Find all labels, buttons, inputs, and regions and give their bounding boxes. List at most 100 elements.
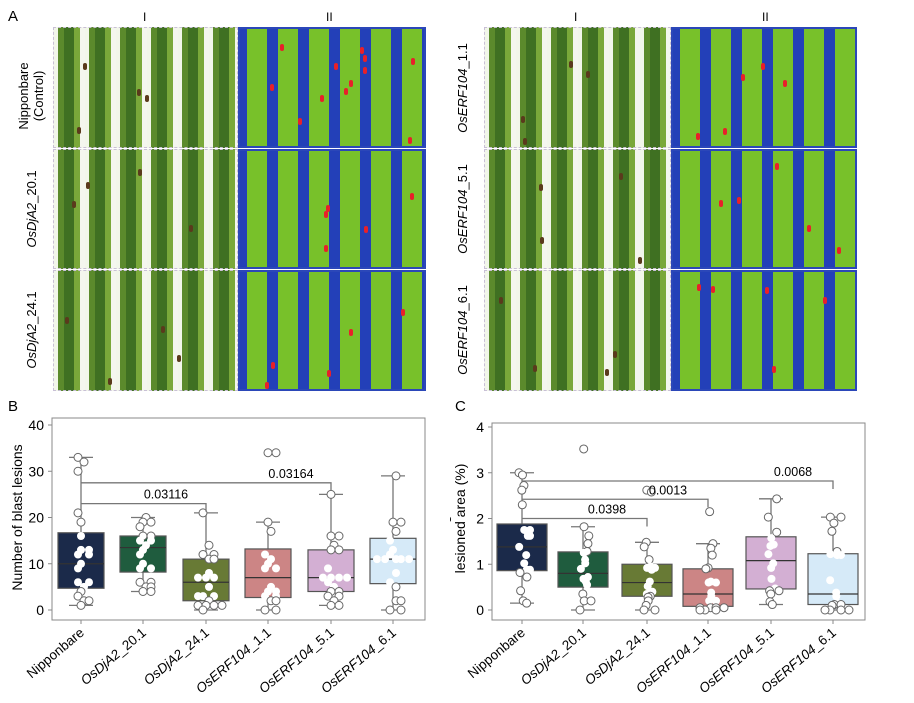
data-point xyxy=(644,555,654,565)
data-point xyxy=(405,555,413,564)
data-point xyxy=(385,605,395,615)
data-point xyxy=(147,564,155,573)
data-point xyxy=(217,600,227,610)
data-point xyxy=(844,605,854,615)
row-label-oserf104-6-1: OsERF104_6.1 xyxy=(455,285,470,375)
significance-bracket xyxy=(522,480,834,489)
data-point xyxy=(85,550,93,559)
lesion-spot xyxy=(539,183,544,191)
data-point xyxy=(334,600,344,610)
data-point xyxy=(515,542,524,551)
y-tick-label: 40 xyxy=(28,417,44,433)
panel-label-a: A xyxy=(8,8,19,25)
data-point xyxy=(827,526,837,536)
lesion-segmentation-image xyxy=(238,27,426,148)
data-point xyxy=(526,531,534,540)
data-point xyxy=(204,540,214,550)
data-point xyxy=(388,517,398,527)
lesion-spot xyxy=(722,128,727,136)
data-point xyxy=(707,550,717,560)
data-point xyxy=(583,580,592,589)
lesion-spot xyxy=(270,83,275,91)
y-tick-label: 3 xyxy=(476,465,484,481)
lesion-spot xyxy=(71,201,76,209)
y-axis-label: Percentage of foliar xyxy=(450,457,451,579)
lesion-spot xyxy=(138,169,143,177)
data-point xyxy=(194,592,202,601)
data-point xyxy=(396,596,406,606)
data-point xyxy=(820,605,830,615)
significance-bracket xyxy=(522,498,709,508)
lesion-spot xyxy=(333,62,338,70)
data-point xyxy=(522,551,531,560)
lesion-spot xyxy=(348,329,353,337)
data-point xyxy=(764,550,773,559)
data-point xyxy=(711,605,721,615)
lesion-segmentation-image xyxy=(671,270,857,391)
data-point xyxy=(136,564,144,573)
leaf-photo xyxy=(53,149,238,269)
data-point xyxy=(396,517,406,527)
data-point xyxy=(516,586,526,596)
row-label-osdja2-24-1: OsDjA2_24.1 xyxy=(24,291,39,369)
lesion-spot xyxy=(137,89,142,97)
lesion-spot xyxy=(783,79,788,87)
row-label-osdja2-20-1: OsDjA2_20.1 xyxy=(24,170,39,248)
lesion-spot xyxy=(638,256,643,264)
data-point xyxy=(583,539,593,549)
data-point xyxy=(396,605,406,615)
data-point xyxy=(392,569,400,577)
data-point xyxy=(334,531,344,541)
column-label-ii-left: II xyxy=(326,10,333,24)
data-point xyxy=(522,572,532,582)
y-axis-label: lesioned area (%) xyxy=(452,464,468,574)
leaf-photo xyxy=(53,27,238,148)
data-point xyxy=(326,545,336,555)
data-point xyxy=(522,598,532,608)
lesion-spot xyxy=(86,182,91,190)
lesion-spot xyxy=(619,173,624,181)
lesion-spot xyxy=(741,74,746,82)
data-point xyxy=(272,564,280,573)
lesion-spot xyxy=(326,370,331,378)
data-point xyxy=(324,564,332,573)
lesion-spot xyxy=(160,325,165,333)
plot-frame xyxy=(491,422,866,621)
data-point xyxy=(575,605,585,615)
lesion-spot xyxy=(362,67,367,75)
data-point xyxy=(135,522,145,532)
data-point xyxy=(74,550,82,559)
p-value-label: 0.03164 xyxy=(268,467,313,481)
data-point xyxy=(705,507,715,517)
x-tick-label: OsDjA2_20.1 xyxy=(78,625,149,688)
leaf-photo xyxy=(53,270,238,391)
chart-lesioned-area: 0 1 2 3 4 Percentage of foliarlesioned area (… xyxy=(450,419,866,696)
data-point xyxy=(373,555,381,564)
data-point xyxy=(646,487,656,497)
data-point xyxy=(397,555,405,564)
data-point xyxy=(386,578,394,587)
lesion-spot xyxy=(710,285,715,293)
data-point xyxy=(763,512,773,522)
data-point xyxy=(194,573,202,582)
p-value-label: 0.0013 xyxy=(649,483,687,497)
y-axis-label: Number of blast lesions xyxy=(9,444,25,590)
data-point xyxy=(767,534,776,543)
data-point xyxy=(639,542,649,552)
data-point xyxy=(334,545,344,555)
lesion-spot xyxy=(822,296,827,304)
data-point xyxy=(826,576,835,585)
data-point xyxy=(767,600,777,610)
lesion-spot xyxy=(520,116,525,124)
lesion-spot xyxy=(362,54,367,62)
y-tick-label: 1 xyxy=(476,556,484,572)
lesion-spot xyxy=(736,196,741,204)
data-point xyxy=(712,578,720,587)
data-point xyxy=(579,522,589,532)
data-point xyxy=(837,551,845,560)
data-point xyxy=(84,596,94,606)
lesion-spot xyxy=(407,136,412,144)
y-tick-label: 4 xyxy=(476,419,484,435)
y-tick-label: 0 xyxy=(476,602,484,618)
